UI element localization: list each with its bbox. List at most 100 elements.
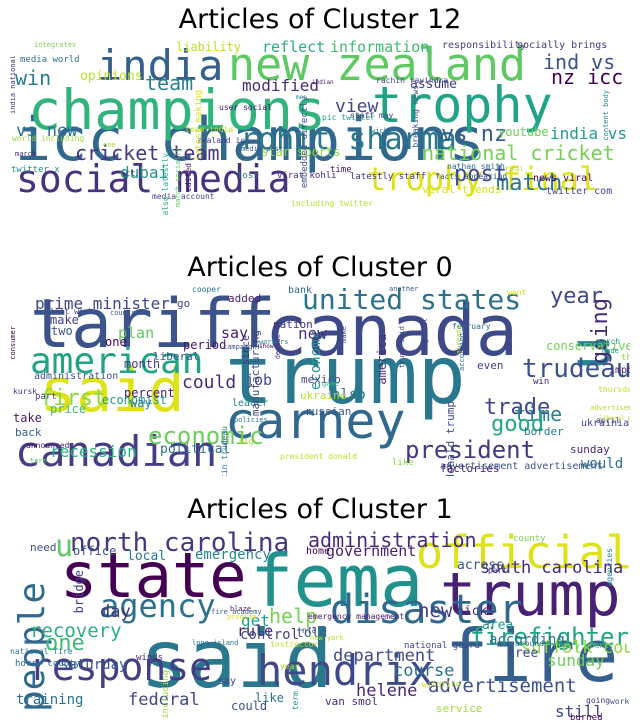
cloud-word: say [221, 324, 249, 342]
cloud-word: office [73, 544, 117, 558]
cloud-word: edited [184, 163, 193, 192]
cloud-word: trudeau [522, 354, 630, 384]
cloud-word: leader [232, 398, 269, 409]
cloud-word: rule [237, 622, 274, 640]
cloud-word: suffolk county [521, 638, 630, 658]
cloud-word: one [105, 335, 127, 349]
cloud-word: cricket team [75, 141, 220, 165]
cloud-word: part [488, 566, 508, 575]
cloud-word: world including [12, 134, 85, 143]
cloud-word: staff may [350, 111, 394, 120]
cluster-title: Articles of Cluster 12 [178, 4, 462, 35]
cloud-word: carney [225, 392, 406, 450]
cloud-word: big [239, 437, 254, 446]
cloud-word: february [452, 322, 491, 331]
cluster-title: Articles of Cluster 0 [187, 252, 453, 283]
cloud-word: emergency [195, 547, 271, 563]
cloud-word: justin trudeau [220, 426, 229, 476]
cluster-title: Articles of Cluster 1 [187, 494, 453, 525]
cloud-word: part [35, 392, 57, 402]
cloud-word: including [161, 670, 171, 719]
cloud-word: price [50, 402, 87, 416]
cloud-word: month [124, 357, 161, 371]
cloud-word: make [340, 326, 348, 343]
cloud-word: march socially [174, 148, 182, 208]
cloud-word: twitter com [546, 186, 613, 197]
cloud-word: state [60, 539, 247, 612]
cloud-word: van smol [325, 695, 378, 708]
cloud-word: factories [440, 462, 500, 475]
cloud-word: area [482, 618, 514, 633]
cloud-word: work [610, 697, 630, 706]
cloud-word: prime minister [35, 294, 170, 313]
cloud-word: helene [356, 681, 418, 701]
cluster-12-panel: Articles of Cluster 12 icc champions cham… [0, 0, 640, 240]
cloud-word: say [218, 676, 237, 687]
cloud-word: including twitter [291, 199, 373, 208]
cloud-word: view [335, 96, 379, 117]
cloud-word: virat kohli [277, 171, 337, 181]
cloud-word: make [50, 313, 79, 327]
cloud-word: fire [445, 614, 619, 698]
cloud-word: american [30, 341, 204, 382]
cloud-word: program [227, 613, 257, 621]
cloud-word: federal [128, 690, 200, 710]
cloud-word: mexico [301, 373, 341, 386]
cloud-word: zealand icc [197, 136, 250, 145]
cloud-word: sunday [547, 651, 605, 670]
cluster-1-panel: Articles of Cluster 1 fema said state trump… [0, 480, 640, 725]
cloud-word: course [393, 661, 455, 681]
cloud-word: assume [410, 77, 457, 92]
cloud-word: toss [237, 171, 259, 181]
cloud-word: even [477, 359, 504, 372]
cloud-word: time [514, 402, 563, 426]
cloud-word: content body [602, 90, 610, 141]
cloud-word: response [29, 645, 213, 689]
cloud-word: socially brings [517, 40, 608, 51]
cloud-word: dubai [120, 163, 169, 182]
cloud-word: service [436, 702, 483, 715]
cloud-word: help [269, 604, 318, 628]
cloud-word: official [416, 530, 630, 579]
cloud-word: emergency management [308, 612, 405, 621]
cloud-word: user social [219, 103, 272, 112]
cloud-word: agency [100, 587, 216, 625]
cloud-word: new [418, 600, 453, 622]
cloud-word: national guard [404, 641, 480, 651]
cloud-word: vs new [16, 121, 78, 141]
cloud-word: match [496, 171, 563, 196]
cloud-word: liberal party [599, 415, 630, 422]
cloud-word: rohit sharma [240, 122, 457, 157]
word-cloud: icc champions champions trophy new zealand s… [10, 40, 630, 235]
cloud-word: home [306, 546, 331, 557]
cloud-word: wicket [371, 127, 397, 135]
cloud-word: long island [192, 639, 239, 647]
cloud-word: social media [16, 157, 291, 201]
cloud-word: south carolina [480, 558, 624, 578]
cloud-word: another [389, 286, 419, 293]
cloud-word: said [140, 613, 333, 706]
cloud-word: administration [34, 371, 119, 382]
cloud-word: time [330, 165, 352, 175]
cloud-word: liability [176, 40, 242, 54]
cloud-word: final [505, 166, 524, 173]
cloud-word: march [15, 150, 37, 158]
cloud-word: last week [50, 307, 94, 316]
cloud-word: also [332, 387, 366, 403]
cluster-0-panel: Articles of Cluster 0 canada tariff trump s… [0, 240, 640, 480]
cloud-word: need [30, 541, 57, 554]
cloud-word: reflect [262, 40, 326, 56]
cloud-word: post [454, 162, 507, 187]
cloud-word: avery county [556, 641, 614, 650]
cloud-word: term [291, 691, 300, 711]
cloud-word: economic [148, 422, 264, 450]
cloud-word: blaze [230, 605, 252, 613]
cloud-word: liberal [153, 350, 200, 363]
cloud-word: winds [136, 653, 164, 663]
cloud-word: bank [288, 286, 313, 296]
cloud-word: go [177, 297, 191, 310]
cloud-word: control [240, 627, 300, 643]
cloud-word: year [280, 662, 300, 671]
cloud-word: news viral [533, 173, 594, 184]
cloud-word: recovery [30, 620, 122, 642]
